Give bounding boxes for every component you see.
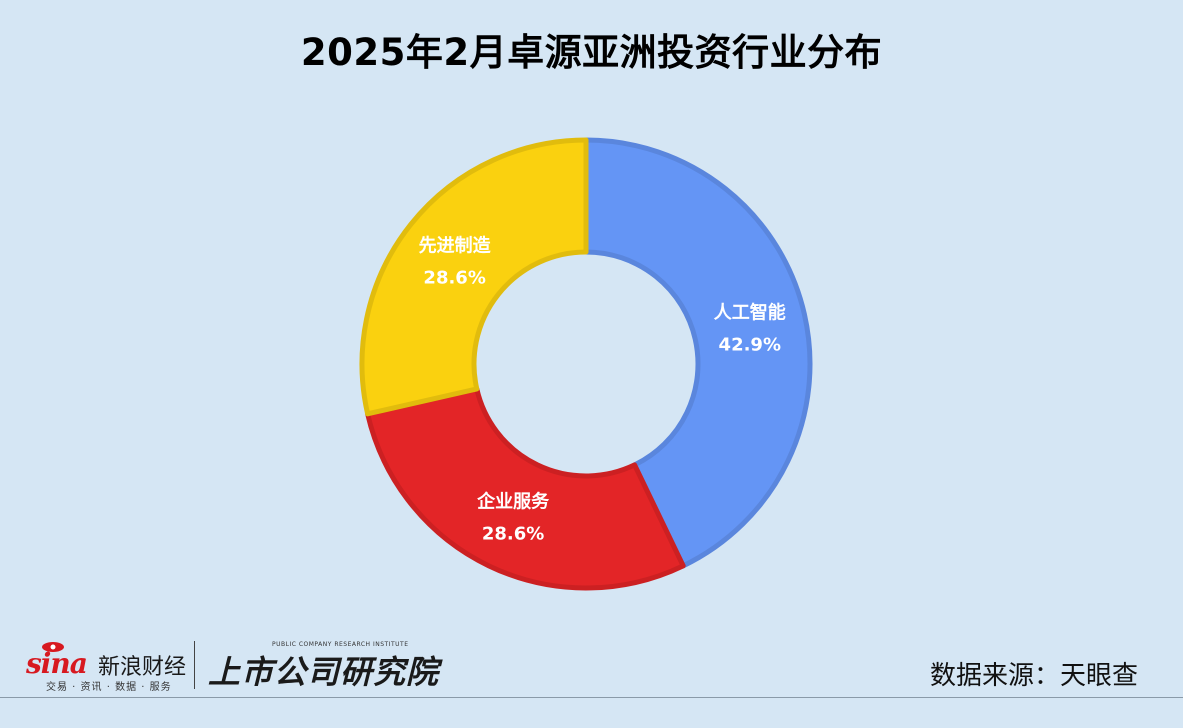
institute-logo: 上市公司研究院 <box>208 653 440 691</box>
slice-label-advanced-manufacturing: 先进制造 <box>419 234 491 256</box>
slice-value-advanced-manufacturing: 28.6% <box>423 267 485 288</box>
donut-slices <box>359 137 813 591</box>
source-note: 数据来源：天眼查 <box>929 661 1138 691</box>
logo-divider <box>194 641 195 689</box>
slice-value-enterprise-services: 28.6% <box>482 523 544 544</box>
brand-name: 新浪财经 <box>98 655 187 680</box>
slice-label-enterprise-services: 企业服务 <box>476 490 550 512</box>
sina-eye-icon <box>42 642 64 652</box>
slice-ai <box>583 137 813 569</box>
slice-labels: 人工智能 42.9% 企业服务 28.6% 先进制造 28.6% <box>419 234 786 544</box>
sina-logo: sina <box>26 647 88 680</box>
slice-label-ai: 人工智能 <box>714 302 786 324</box>
slice-value-ai: 42.9% <box>719 335 781 356</box>
slice-advanced-manufacturing <box>359 137 589 417</box>
institute-logo-en: PUBLIC COMPANY RESEARCH INSTITUTE <box>272 641 409 648</box>
brand-tagline: 交易 · 资讯 · 数据 · 服务 <box>46 682 172 693</box>
footer-divider <box>0 697 1183 698</box>
slice-enterprise-services <box>365 386 686 591</box>
logo-area: sina 新浪财经 交易 · 资讯 · 数据 · 服务 PUBLIC COMPA… <box>26 635 446 693</box>
page-title: 2025年2月卓源亚洲投资行业分布 <box>300 31 883 74</box>
donut-chart: 人工智能 42.9% 企业服务 28.6% 先进制造 28.6% <box>359 137 813 591</box>
